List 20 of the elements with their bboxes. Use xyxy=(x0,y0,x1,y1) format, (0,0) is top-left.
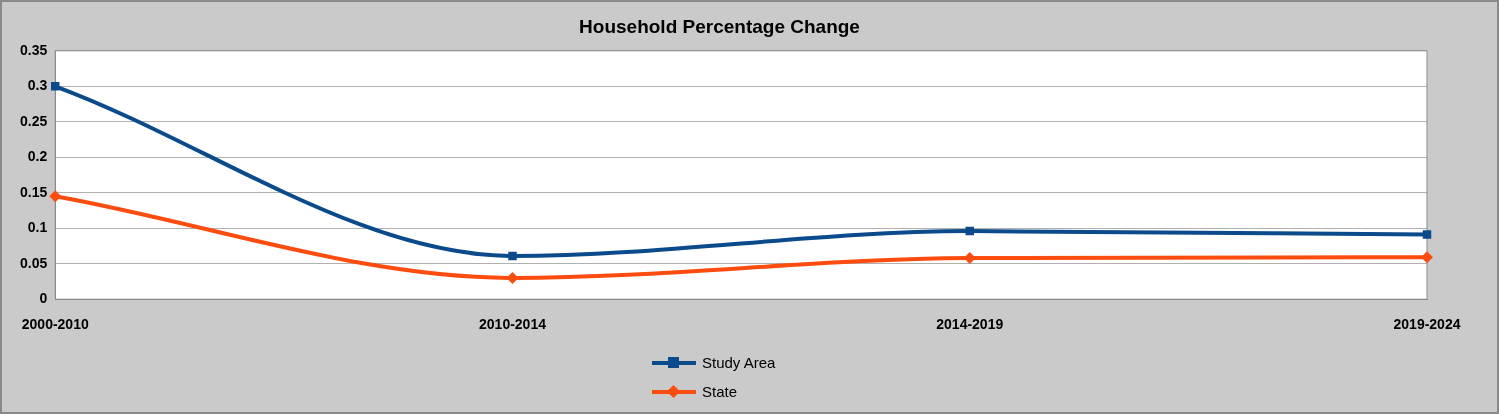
legend-label: State xyxy=(702,383,738,400)
point xyxy=(49,190,62,203)
point xyxy=(1422,230,1432,239)
y-tick-label: 0.3 xyxy=(27,77,48,94)
chart-title: Household Percentage Change xyxy=(579,15,860,37)
y-tick-label: 0.25 xyxy=(20,112,48,129)
y-tick-label: 0.2 xyxy=(27,148,48,165)
point xyxy=(508,251,517,261)
y-tick-label: 0.1 xyxy=(27,219,48,236)
x-tick-label: 2019-2024 xyxy=(1393,316,1461,333)
x-tick-label: 2014-2019 xyxy=(936,316,1004,333)
x-tick-label: 2000-2010 xyxy=(21,316,89,333)
y-tick-label: 0.35 xyxy=(20,41,48,58)
y-tick-label: 0.15 xyxy=(20,183,48,200)
legend-label: Study Area xyxy=(702,354,776,371)
point xyxy=(1421,251,1433,264)
y-tick-label: 0.05 xyxy=(20,254,48,271)
x-tick-label: 2010-2014 xyxy=(479,316,547,333)
point xyxy=(51,82,60,91)
y-tick-label: 0 xyxy=(39,290,48,307)
